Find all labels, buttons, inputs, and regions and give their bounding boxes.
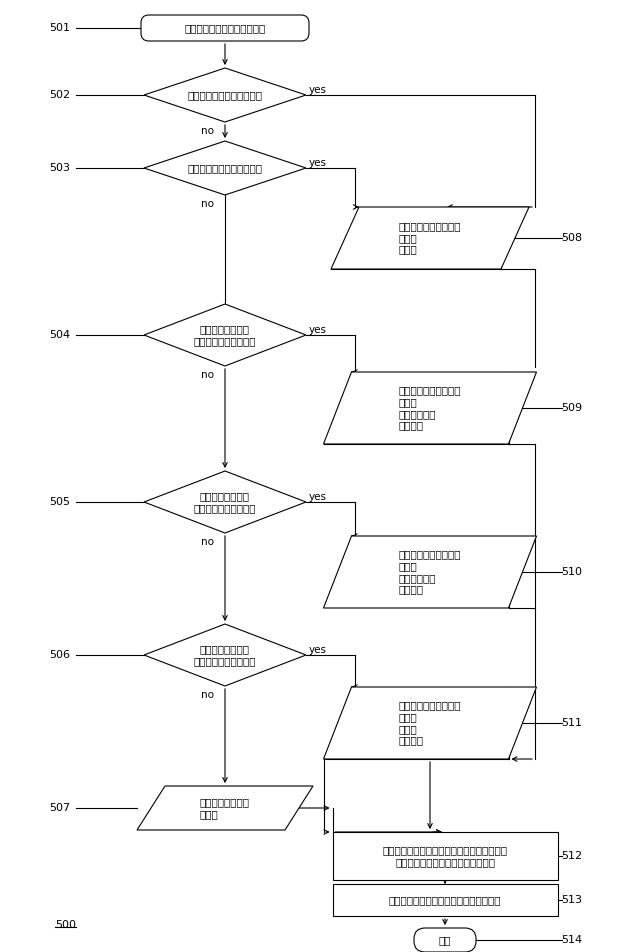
Text: イントラモードはＤＣか？: イントラモードはＤＣか？ bbox=[188, 163, 262, 173]
Polygon shape bbox=[144, 68, 306, 122]
Text: yes: yes bbox=[309, 325, 327, 335]
Polygon shape bbox=[144, 624, 306, 686]
Text: no: no bbox=[200, 126, 214, 136]
Text: 510: 510 bbox=[561, 567, 582, 577]
Text: no: no bbox=[200, 537, 214, 547]
Bar bbox=[333, 884, 557, 916]
Text: no: no bbox=[200, 199, 214, 209]
Text: yes: yes bbox=[309, 645, 327, 655]
Text: 505: 505 bbox=[49, 497, 70, 507]
Text: イントラモードは
垂直に近い方向性か？: イントラモードは 垂直に近い方向性か？ bbox=[194, 491, 256, 513]
Text: イントラモードは平面か？: イントラモードは平面か？ bbox=[188, 90, 262, 100]
Text: yes: yes bbox=[309, 158, 327, 168]
Text: 506: 506 bbox=[49, 650, 70, 660]
Text: 512: 512 bbox=[561, 851, 582, 861]
Text: no: no bbox=[200, 690, 214, 700]
Polygon shape bbox=[144, 471, 306, 533]
Text: 513: 513 bbox=[561, 895, 582, 905]
Polygon shape bbox=[323, 687, 536, 759]
Polygon shape bbox=[137, 786, 313, 830]
Text: 走査順序リスト：
・対角: 走査順序リスト： ・対角 bbox=[200, 797, 250, 819]
Polygon shape bbox=[144, 141, 306, 195]
Text: イントラモードは
水平に近い方向性か？: イントラモードは 水平に近い方向性か？ bbox=[194, 325, 256, 346]
Polygon shape bbox=[331, 207, 529, 269]
Text: 514: 514 bbox=[561, 935, 582, 945]
Text: 走査順序リストを初期化する: 走査順序リストを初期化する bbox=[184, 23, 266, 33]
Text: 500: 500 bbox=[55, 920, 76, 930]
Text: 503: 503 bbox=[49, 163, 70, 173]
Text: イントラモードは
対角に近い方向性か？: イントラモードは 対角に近い方向性か？ bbox=[194, 645, 256, 665]
Text: 終了: 終了 bbox=[439, 935, 451, 945]
Polygon shape bbox=[144, 304, 306, 366]
Text: 508: 508 bbox=[561, 233, 582, 243]
Text: パーティション、変換及び量子化パラメータ
を用いて走査順序リストを調整する: パーティション、変換及び量子化パラメータ を用いて走査順序リストを調整する bbox=[383, 845, 508, 867]
Text: 509: 509 bbox=[561, 403, 582, 413]
Text: 走査パターンリスト：
・水平
・水平－対角
・らせん: 走査パターンリスト： ・水平 ・水平－対角 ・らせん bbox=[399, 549, 461, 594]
Text: 501: 501 bbox=[49, 23, 70, 33]
Text: 走査パターンリスト：
・Ｚ形
・対角: 走査パターンリスト： ・Ｚ形 ・対角 bbox=[399, 222, 461, 254]
Text: 502: 502 bbox=[49, 90, 70, 100]
Bar bbox=[333, 832, 557, 880]
FancyBboxPatch shape bbox=[141, 15, 309, 41]
Text: 走査パターンリスト：
・対角
・Ｚ形
・らせん: 走査パターンリスト： ・対角 ・Ｚ形 ・らせん bbox=[399, 701, 461, 745]
Polygon shape bbox=[323, 372, 536, 444]
FancyBboxPatch shape bbox=[414, 928, 476, 952]
Polygon shape bbox=[323, 536, 536, 608]
Text: 507: 507 bbox=[49, 803, 70, 813]
Text: 走査パターンリスト：
・垂直
・垂直－対角
・らせん: 走査パターンリスト： ・垂直 ・垂直－対角 ・らせん bbox=[399, 386, 461, 430]
Text: 504: 504 bbox=[49, 330, 70, 340]
Text: no: no bbox=[200, 370, 214, 380]
Text: 511: 511 bbox=[561, 718, 582, 728]
Text: 適応的に生成された走査順序を追加する: 適応的に生成された走査順序を追加する bbox=[388, 895, 501, 905]
Text: yes: yes bbox=[309, 492, 327, 502]
Text: yes: yes bbox=[309, 85, 327, 95]
